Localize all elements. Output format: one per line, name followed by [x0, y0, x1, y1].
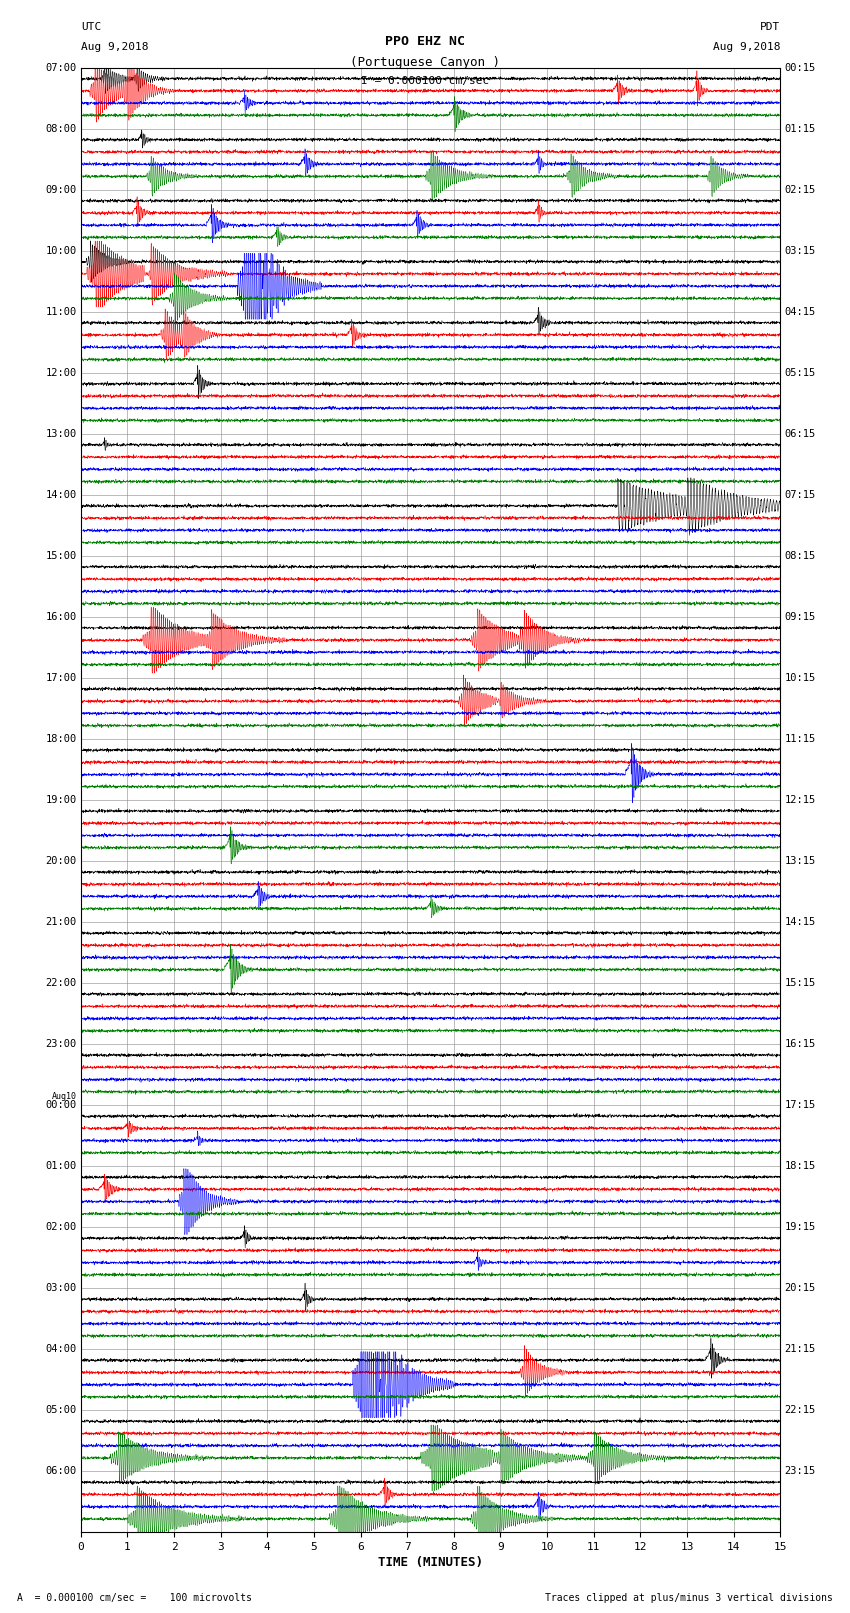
Text: 22:00: 22:00 [45, 977, 76, 989]
Text: 02:15: 02:15 [785, 185, 816, 195]
Text: 21:00: 21:00 [45, 918, 76, 927]
Text: 15:00: 15:00 [45, 552, 76, 561]
Text: 10:00: 10:00 [45, 245, 76, 256]
Text: Traces clipped at plus/minus 3 vertical divisions: Traces clipped at plus/minus 3 vertical … [545, 1594, 833, 1603]
Text: Aug 9,2018: Aug 9,2018 [713, 42, 780, 52]
Text: 18:15: 18:15 [785, 1161, 816, 1171]
Text: 05:15: 05:15 [785, 368, 816, 377]
Text: I = 0.000100 cm/sec: I = 0.000100 cm/sec [361, 76, 489, 87]
Text: 07:00: 07:00 [45, 63, 76, 73]
Text: 17:15: 17:15 [785, 1100, 816, 1110]
Text: Aug10: Aug10 [52, 1092, 76, 1100]
Text: 02:00: 02:00 [45, 1223, 76, 1232]
Text: 14:15: 14:15 [785, 918, 816, 927]
Text: 14:00: 14:00 [45, 490, 76, 500]
Text: 18:00: 18:00 [45, 734, 76, 744]
Text: 10:15: 10:15 [785, 673, 816, 682]
Text: 13:15: 13:15 [785, 857, 816, 866]
Text: 23:15: 23:15 [785, 1466, 816, 1476]
Text: UTC: UTC [81, 23, 101, 32]
Text: Aug 9,2018: Aug 9,2018 [81, 42, 148, 52]
Text: 09:00: 09:00 [45, 185, 76, 195]
Text: 03:15: 03:15 [785, 245, 816, 256]
Text: A  = 0.000100 cm/sec =    100 microvolts: A = 0.000100 cm/sec = 100 microvolts [17, 1594, 252, 1603]
Text: 04:00: 04:00 [45, 1344, 76, 1355]
Text: 07:15: 07:15 [785, 490, 816, 500]
Text: 13:00: 13:00 [45, 429, 76, 439]
Text: 00:15: 00:15 [785, 63, 816, 73]
X-axis label: TIME (MINUTES): TIME (MINUTES) [378, 1557, 483, 1569]
Text: 20:15: 20:15 [785, 1284, 816, 1294]
Text: 01:15: 01:15 [785, 124, 816, 134]
Text: 03:00: 03:00 [45, 1284, 76, 1294]
Text: 21:15: 21:15 [785, 1344, 816, 1355]
Text: 08:15: 08:15 [785, 552, 816, 561]
Text: 16:15: 16:15 [785, 1039, 816, 1048]
Text: (Portuguese Canyon ): (Portuguese Canyon ) [350, 55, 500, 69]
Text: 22:15: 22:15 [785, 1405, 816, 1415]
Text: 12:00: 12:00 [45, 368, 76, 377]
Text: 08:00: 08:00 [45, 124, 76, 134]
Text: 00:00: 00:00 [45, 1100, 76, 1110]
Text: 23:00: 23:00 [45, 1039, 76, 1048]
Text: 11:00: 11:00 [45, 306, 76, 316]
Text: 06:00: 06:00 [45, 1466, 76, 1476]
Text: PPO EHZ NC: PPO EHZ NC [385, 34, 465, 48]
Text: 01:00: 01:00 [45, 1161, 76, 1171]
Text: 20:00: 20:00 [45, 857, 76, 866]
Text: 11:15: 11:15 [785, 734, 816, 744]
Text: 15:15: 15:15 [785, 977, 816, 989]
Text: 09:15: 09:15 [785, 611, 816, 623]
Text: 12:15: 12:15 [785, 795, 816, 805]
Text: 19:00: 19:00 [45, 795, 76, 805]
Text: 16:00: 16:00 [45, 611, 76, 623]
Text: PDT: PDT [760, 23, 780, 32]
Text: 17:00: 17:00 [45, 673, 76, 682]
Text: 19:15: 19:15 [785, 1223, 816, 1232]
Text: 05:00: 05:00 [45, 1405, 76, 1415]
Text: 06:15: 06:15 [785, 429, 816, 439]
Text: 04:15: 04:15 [785, 306, 816, 316]
